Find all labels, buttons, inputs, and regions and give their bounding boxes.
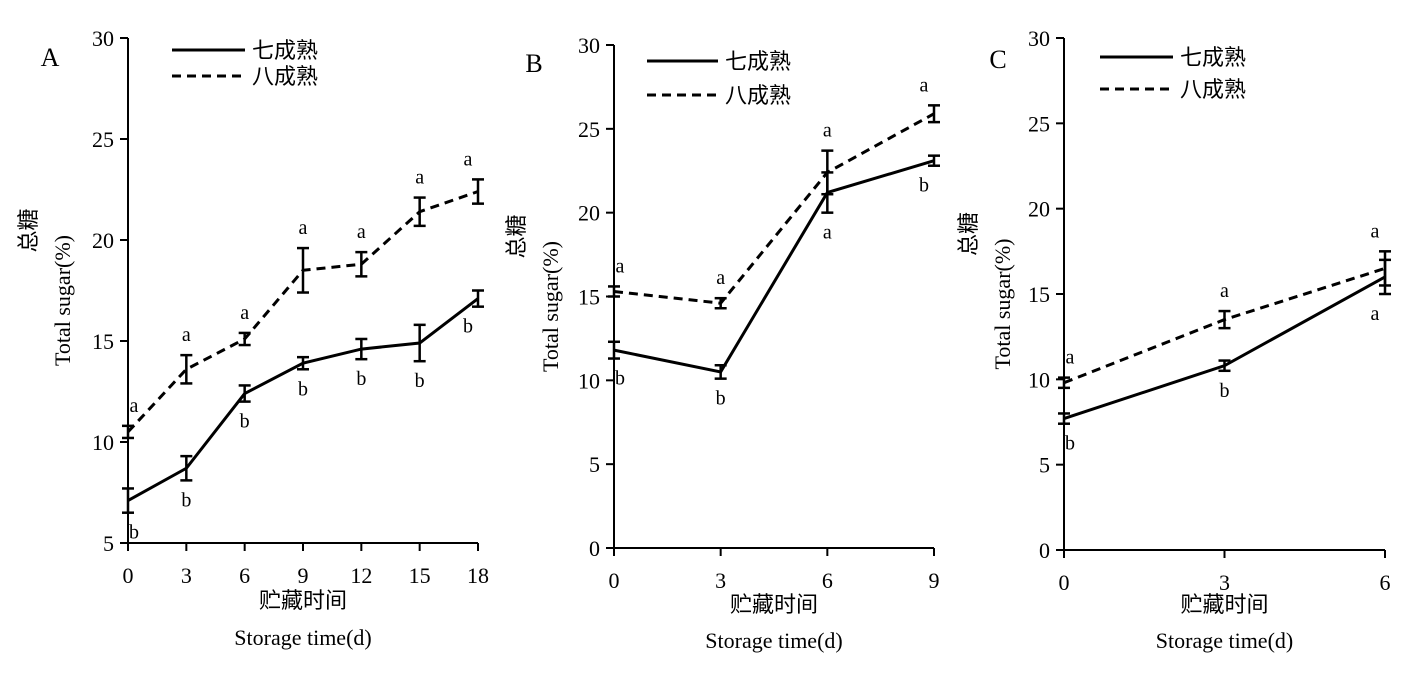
significance-label: a bbox=[182, 324, 191, 346]
significance-label: b bbox=[1065, 433, 1075, 455]
significance-label: b bbox=[356, 368, 366, 390]
y-tick-label: 15 bbox=[578, 285, 600, 310]
panel-label: A bbox=[41, 43, 60, 72]
y-tick-label: 25 bbox=[1028, 111, 1050, 136]
y-tick-label: 25 bbox=[578, 117, 600, 142]
legend-entry-1: 七成熟 bbox=[252, 38, 318, 63]
series-solid: b b b b b b b bbox=[122, 289, 484, 544]
significance-label: a bbox=[464, 148, 473, 170]
x-tick-label: 3 bbox=[715, 568, 726, 593]
chart-panel-c: 0 5 10 15 20 25 30 0 3 6 C 贮藏时间 Storage time(d) Total… bbox=[956, 26, 1391, 653]
x-tick-label: 3 bbox=[181, 563, 192, 588]
x-axis-title-en: Storage time(d) bbox=[1156, 628, 1293, 653]
significance-label: a bbox=[1066, 347, 1075, 369]
y-tick-label: 5 bbox=[1039, 453, 1050, 478]
legend-entry-1: 七成熟 bbox=[725, 49, 791, 74]
x-tick-label: 0 bbox=[1059, 570, 1070, 595]
significance-label: b bbox=[240, 411, 250, 433]
y-tick-label: 30 bbox=[1028, 26, 1050, 51]
significance-label: a bbox=[920, 74, 929, 96]
significance-label: b bbox=[298, 378, 308, 400]
series-dashed: a a a a bbox=[608, 74, 940, 310]
y-axis-title-cn: 总糖 bbox=[504, 214, 529, 258]
series-dashed: a a a bbox=[1058, 220, 1391, 390]
x-axis-title-cn: 贮藏时间 bbox=[730, 592, 818, 617]
x-tick-label: 18 bbox=[467, 563, 489, 588]
chart-panel-b: 0 5 10 15 20 25 30 0 3 6 9 B 贮藏时间 Storage time(d) Tota… bbox=[504, 33, 940, 653]
significance-label: b bbox=[919, 175, 929, 197]
significance-label: a bbox=[299, 217, 308, 239]
y-axis-title-en: Total sugar(%) bbox=[50, 235, 75, 366]
y-tick-label: 15 bbox=[92, 329, 114, 354]
panel-label: C bbox=[989, 45, 1006, 74]
significance-label: b bbox=[463, 316, 473, 338]
series-line bbox=[613, 159, 935, 374]
legend-entry-2: 八成熟 bbox=[252, 64, 318, 89]
significance-label: a bbox=[415, 167, 424, 189]
y-tick-label: 10 bbox=[92, 430, 114, 455]
y-tick-label: 30 bbox=[578, 33, 600, 58]
panel-label: B bbox=[525, 49, 542, 78]
significance-label: b bbox=[415, 370, 425, 392]
significance-label: b bbox=[615, 368, 625, 390]
x-tick-label: 0 bbox=[123, 563, 134, 588]
x-tick-label: 15 bbox=[409, 563, 431, 588]
legend-entry-2: 八成熟 bbox=[1180, 77, 1246, 102]
x-axis-title-cn: 贮藏时间 bbox=[259, 588, 347, 613]
y-tick-label: 15 bbox=[1028, 282, 1050, 307]
x-tick-label: 9 bbox=[929, 568, 940, 593]
y-tick-label: 25 bbox=[92, 127, 114, 152]
x-axis-title-en: Storage time(d) bbox=[705, 628, 842, 653]
significance-label: b bbox=[181, 489, 191, 511]
significance-label: a bbox=[357, 221, 366, 243]
legend-entry-2: 八成熟 bbox=[725, 83, 791, 108]
x-axis-title-en: Storage time(d) bbox=[234, 625, 371, 650]
y-tick-label: 5 bbox=[589, 452, 600, 477]
y-axis-title-cn: 总糖 bbox=[956, 212, 981, 256]
x-tick-label: 0 bbox=[609, 568, 620, 593]
chart-panel-a: 5 10 15 20 25 30 0 3 6 9 12 15 18 A 贮藏时间 Storage time(d… bbox=[16, 26, 489, 650]
significance-label: b bbox=[1220, 380, 1230, 402]
x-tick-label: 6 bbox=[822, 568, 833, 593]
x-tick-label: 12 bbox=[350, 563, 372, 588]
significance-label: a bbox=[1220, 280, 1229, 302]
y-tick-label: 20 bbox=[1028, 197, 1050, 222]
series-solid: b b a b bbox=[608, 154, 940, 410]
y-tick-label: 20 bbox=[92, 228, 114, 253]
significance-label: a bbox=[823, 222, 832, 244]
y-tick-label: 5 bbox=[103, 531, 114, 556]
legend-entry-1: 七成熟 bbox=[1180, 45, 1246, 70]
significance-label: a bbox=[1371, 303, 1380, 325]
y-tick-label: 30 bbox=[92, 26, 114, 51]
significance-label: a bbox=[823, 120, 832, 142]
significance-label: a bbox=[716, 267, 725, 289]
y-axis-title-en: Total sugar(%) bbox=[538, 241, 563, 372]
significance-label: a bbox=[1371, 220, 1380, 242]
significance-label: b bbox=[716, 388, 726, 410]
x-tick-label: 6 bbox=[1380, 570, 1391, 595]
significance-label: a bbox=[240, 302, 249, 324]
y-tick-label: 10 bbox=[1028, 367, 1050, 392]
x-tick-label: 3 bbox=[1219, 570, 1230, 595]
x-tick-label: 6 bbox=[239, 563, 250, 588]
series-line bbox=[613, 112, 935, 305]
significance-label: b bbox=[129, 522, 139, 544]
significance-label: a bbox=[130, 395, 139, 417]
y-tick-label: 0 bbox=[589, 536, 600, 561]
y-tick-label: 10 bbox=[578, 368, 600, 393]
y-axis-title-cn: 总糖 bbox=[16, 208, 41, 252]
x-axis-title-cn: 贮藏时间 bbox=[1180, 592, 1268, 617]
series-dashed: a a a a a a a bbox=[122, 148, 484, 440]
significance-label: a bbox=[616, 255, 625, 277]
y-tick-label: 0 bbox=[1039, 538, 1050, 563]
x-tick-label: 9 bbox=[298, 563, 309, 588]
y-tick-label: 20 bbox=[578, 201, 600, 226]
y-axis-title-en: Total sugar(%) bbox=[990, 238, 1015, 369]
